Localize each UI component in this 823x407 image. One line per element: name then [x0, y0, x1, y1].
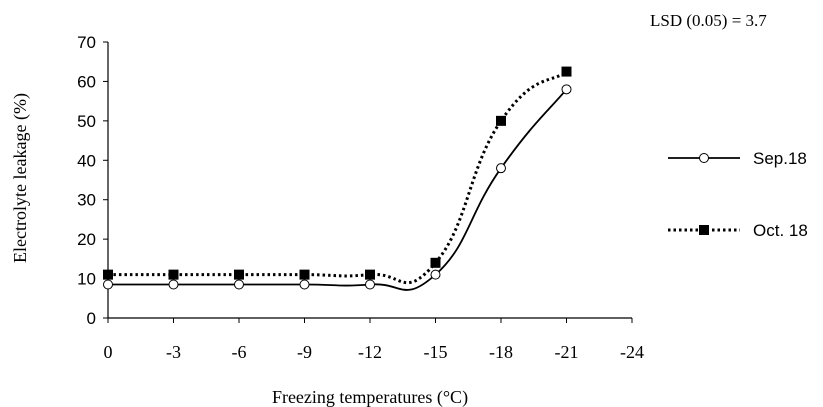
y-tick-label: 0	[87, 309, 96, 328]
data-point	[103, 269, 113, 280]
data-point	[561, 66, 572, 77]
x-tick-label: -21	[555, 342, 579, 362]
data-point	[299, 279, 310, 290]
data-point	[234, 279, 244, 290]
data-point	[561, 84, 572, 95]
data-point	[168, 279, 179, 290]
data-point	[430, 269, 441, 280]
data-point	[496, 163, 506, 174]
y-tick-label: 40	[77, 151, 96, 170]
data-point	[168, 269, 179, 280]
x-tick-label: -24	[620, 342, 644, 362]
series-layer	[103, 66, 572, 291]
series-0	[103, 84, 572, 291]
y-tick-label: 70	[77, 33, 96, 52]
data-point	[103, 279, 113, 290]
y-tick-label: 20	[77, 230, 96, 249]
axes: 0 10 20 30 40 50 60 70 0 -3 -6 -9 -12 -15 -18 -21 -24	[77, 33, 644, 362]
x-axis-label: Freezing temperatures (°C)	[272, 387, 468, 407]
lsd-annotation: LSD (0.05) = 3.7	[650, 11, 767, 30]
data-point	[299, 269, 310, 280]
x-tick-label: -18	[489, 342, 513, 362]
x-tick-label: -15	[424, 342, 448, 362]
x-tick-label: 0	[104, 342, 113, 362]
x-tick-label: -9	[297, 342, 312, 362]
x-tick-label: -6	[232, 342, 247, 362]
data-point	[365, 269, 375, 280]
x-tick-label: -3	[166, 342, 181, 362]
legend: Sep.18 Oct. 18	[668, 149, 808, 240]
legend-item: Sep.18	[668, 149, 807, 168]
y-tick-label: 10	[77, 270, 96, 289]
y-tick-label: 60	[77, 72, 96, 91]
y-axis-label: Electrolyte leakage (%)	[10, 93, 31, 263]
legend-marker	[699, 153, 709, 163]
legend-marker	[699, 225, 709, 235]
legend-item: Oct. 18	[668, 221, 808, 240]
data-point	[365, 279, 375, 290]
data-point	[430, 257, 441, 268]
legend-label: Sep.18	[753, 149, 807, 168]
y-tick-label: 50	[77, 112, 96, 131]
data-point	[234, 269, 244, 280]
legend-label: Oct. 18	[753, 221, 808, 240]
data-point	[496, 115, 506, 126]
y-tick-label: 30	[77, 191, 96, 210]
series-1	[103, 66, 572, 285]
x-tick-label: -12	[358, 342, 382, 362]
series-line	[108, 70, 568, 285]
